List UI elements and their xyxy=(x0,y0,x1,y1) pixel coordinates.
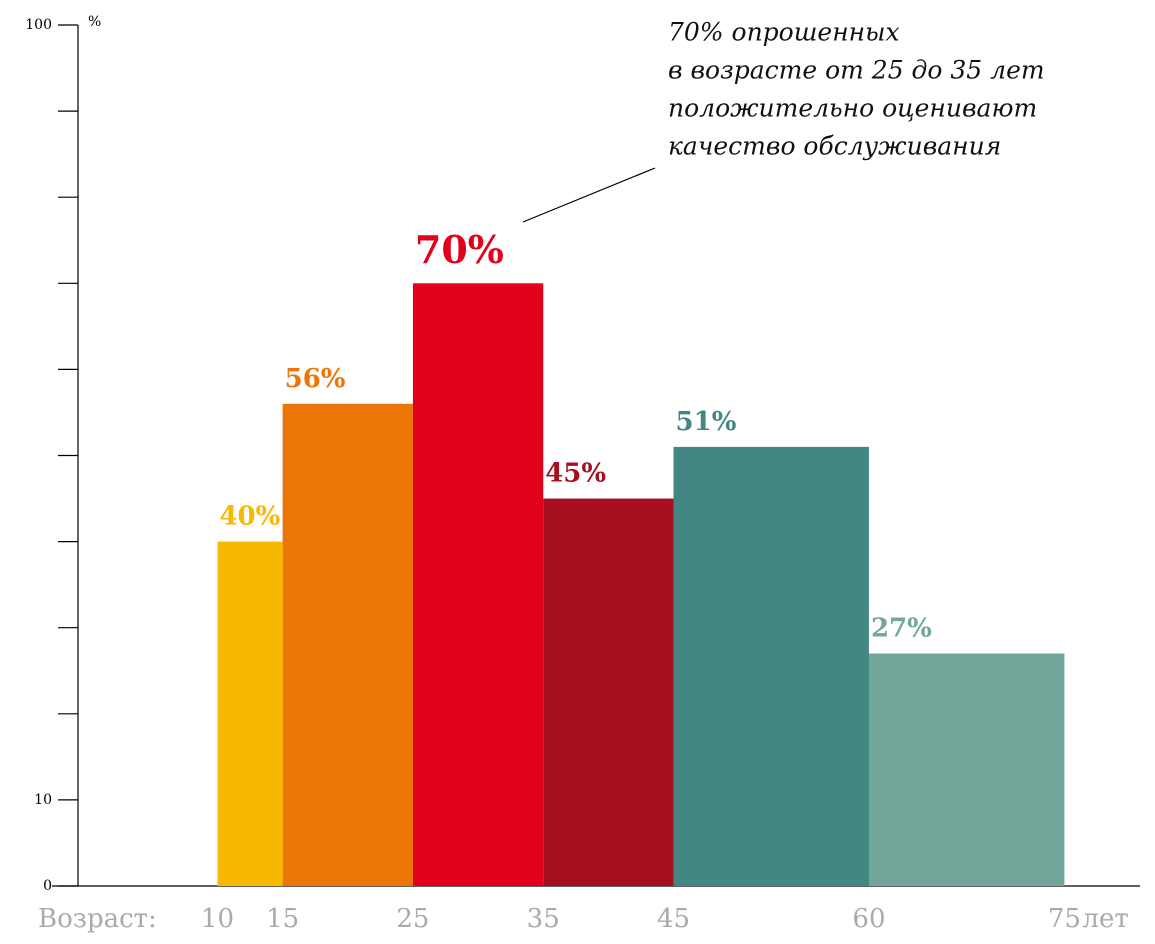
x-tick-label: 10 xyxy=(201,904,234,934)
value-label: 45% xyxy=(545,459,606,489)
annotation: 70% опрошенных xyxy=(668,18,900,47)
x-tick-label: 60 xyxy=(852,904,885,934)
value-label: 51% xyxy=(676,407,737,437)
bar xyxy=(868,653,1065,886)
bar xyxy=(412,283,544,886)
bar xyxy=(673,446,869,886)
x-tick-label: 15 xyxy=(266,904,299,934)
annotation: качество обслуживания xyxy=(668,132,1001,161)
annotation-leader xyxy=(522,167,656,223)
x-label: Возраст: xyxy=(38,904,157,934)
bar xyxy=(217,541,283,886)
x-tick-label: 25 xyxy=(396,904,429,934)
x-tick-label: 75 xyxy=(1048,904,1081,934)
y-unit: % xyxy=(88,14,101,30)
x-tick-label: 45 xyxy=(657,904,690,934)
value-label: 70% xyxy=(415,227,504,272)
annotation: положительно оценивают xyxy=(668,94,1037,123)
value-label: 40% xyxy=(219,502,280,532)
annotation: в возрасте от 25 до 35 лет xyxy=(668,56,1045,85)
y-tick-label: 100 xyxy=(25,17,52,33)
y-tick-label: 0 xyxy=(43,878,52,894)
bar xyxy=(543,498,674,886)
x-unit: лет xyxy=(1082,904,1128,934)
bar xyxy=(282,403,413,886)
value-label: 27% xyxy=(871,614,932,644)
y-tick-label: 10 xyxy=(34,792,52,808)
x-tick-label: 35 xyxy=(527,904,560,934)
value-label: 56% xyxy=(285,364,346,394)
